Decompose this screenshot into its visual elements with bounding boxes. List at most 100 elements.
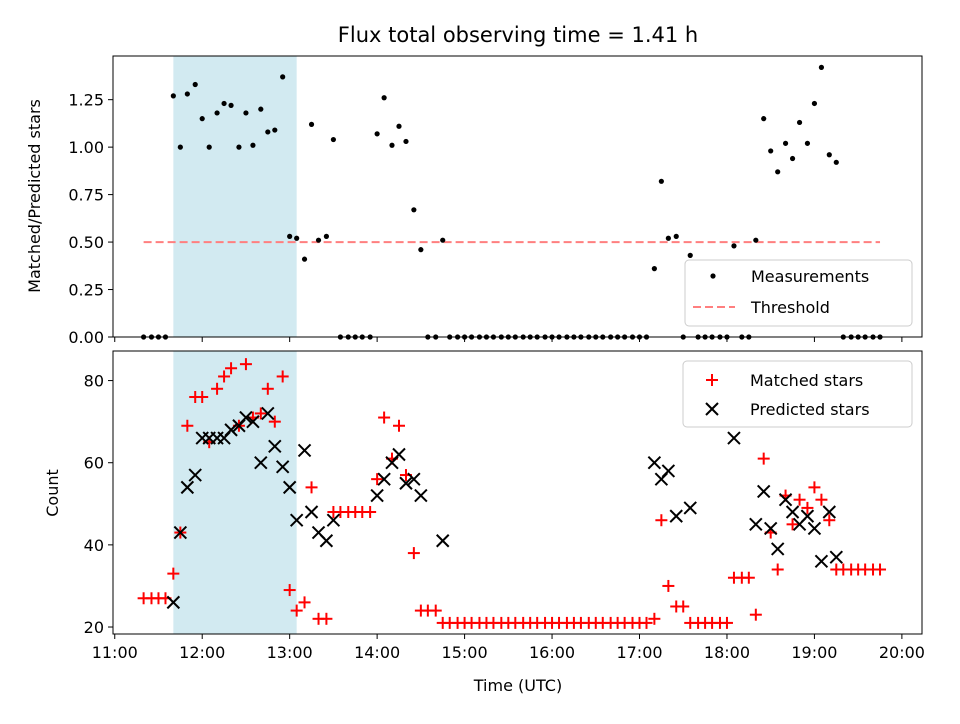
predicted-star-point [304,505,319,519]
predicted-star-point [822,505,837,519]
measurement-point [396,123,402,129]
measurement-point [768,148,774,154]
predicted-star-point [166,595,181,610]
matched-star-point [640,616,653,629]
predicted-star-point [756,484,771,499]
predicted-star-point [377,472,391,486]
measurement-point [330,136,336,143]
measurement-point [687,252,693,258]
matched-star-point [823,514,836,527]
predicted-star-point [647,456,662,470]
measurement-point [258,106,264,112]
matched-star-point [225,362,238,375]
measurement-point [826,152,832,158]
matched-star-point [239,358,252,371]
measurement-point [731,243,737,249]
shaded-time-span [173,56,297,337]
matched-star-point [771,563,784,576]
measurement-point [272,127,278,133]
matched-star-point [815,493,828,506]
measurement-point [440,237,446,243]
measurement-point [804,140,811,146]
y-tick-label: 1.00 [68,138,104,157]
measurement-point [811,100,818,107]
y-tick-label: 20 [84,618,104,637]
predicted-star-point [224,423,238,437]
measurement-point [221,100,227,107]
matched-star-point [261,382,274,395]
predicted-star-point [246,414,260,429]
predicted-star-point [770,542,785,556]
predicted-star-point [669,509,683,523]
predicted-star-point [414,488,428,503]
matched-star-point [254,407,267,420]
x-tick-label: 13:00 [267,643,313,662]
predicted-star-point [436,534,450,548]
top-legend: Measurements Threshold [684,259,913,327]
matched-star-point [276,370,289,383]
measurement-point [389,142,395,148]
predicted-star-point [727,431,741,445]
measurement-point [243,110,249,116]
top-panel-frame [112,55,923,338]
matched-star-point [378,411,391,424]
y-tick-label: 0.25 [68,281,104,300]
measurement-point [833,159,839,165]
predicted-star-point [282,480,297,495]
legend-matched-label: Matched stars [750,371,863,390]
matched-star-point [677,600,690,613]
legend-predicted-marker [705,402,719,416]
measurement-point [170,93,176,99]
bottom-legend: Matched stars Predicted stars [682,360,913,428]
y-tick-label: 80 [84,372,104,391]
predicted-star-point [407,472,421,486]
x-tick-label: 16:00 [529,643,575,662]
measurement-point [280,74,286,80]
predicted-star-point [275,460,290,474]
legend-matched-marker [706,374,718,386]
matched-star-point [749,608,762,621]
measurement-point [651,266,657,272]
predicted-star-point [268,439,282,453]
x-tick-label: 19:00 [791,643,837,662]
matched-star-point [305,481,318,494]
measurement-point [228,102,234,108]
measurement-point [658,178,664,184]
measurement-point [789,155,796,162]
predicted-star-point [297,443,312,458]
matched-star-point [720,616,733,629]
matched-star-point [320,612,333,625]
matched-star-point [429,604,442,617]
y-tick-label: 0.75 [68,186,104,205]
measurement-point [323,233,330,239]
matched-star-point [211,382,224,395]
predicted-star-point [683,501,697,515]
matched-star-point [181,419,194,432]
measurement-point [665,235,671,241]
measurement-point [199,116,205,122]
bottom-y-axis-label: Count [43,469,62,517]
matched-star-point [793,493,806,506]
x-tick-label: 12:00 [179,643,225,662]
predicted-star-point [239,410,253,425]
measurement-point [418,247,424,253]
measurement-point [673,233,679,239]
x-axis-label: Time (UTC) [473,676,562,695]
measurement-point [308,121,315,127]
matched-star-point [786,518,799,531]
measurement-point [818,64,825,70]
legend-measurements-marker [710,273,716,279]
bottom-panel-frame [112,350,923,635]
matched-star-point [283,584,296,597]
measurement-point [775,169,781,175]
x-tick-label: 17:00 [616,643,662,662]
predicted-star-point [392,447,406,462]
matched-star-point [874,563,887,576]
measurement-point [177,144,183,150]
measurement-point [753,237,759,243]
measurement-point [287,233,293,239]
matched-star-point [742,571,755,584]
predicted-star-point [180,480,195,495]
predicted-star-point [188,468,202,482]
